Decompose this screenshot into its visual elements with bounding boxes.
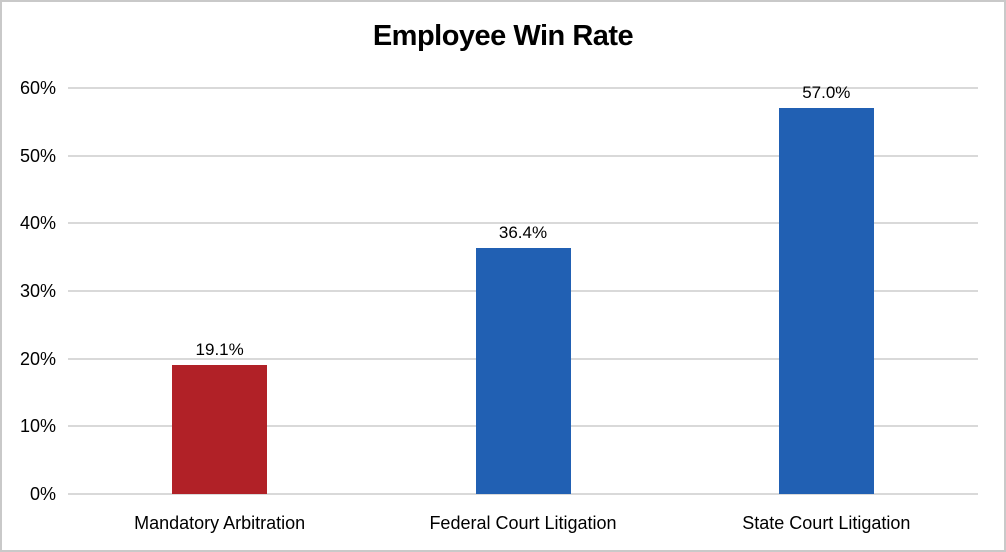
bar-state-court-litigation (778, 108, 874, 494)
y-tick-label: 20% (19, 348, 56, 369)
bar-mandatory-arbitration (172, 364, 268, 494)
gridline (68, 493, 978, 495)
x-category-label: Mandatory Arbitration (134, 513, 306, 533)
bar-value-label: 19.1% (195, 339, 244, 359)
chart-title: Employee Win Rate (372, 20, 634, 52)
plot-area: 19.1% 36.4% 57.0% (68, 83, 978, 495)
y-tick-label: 30% (19, 281, 56, 301)
y-tick-label: 40% (19, 213, 56, 234)
y-tick-label: 60% (19, 78, 56, 98)
y-tick-label: 0% (29, 484, 56, 504)
y-axis-labels: 0% 10% 20% 30% 40% 50% 60% (2, 78, 56, 504)
x-category-label: Federal Court Litigation (429, 513, 617, 533)
bar-federal-court-litigation (475, 247, 571, 494)
gridline (68, 222, 978, 225)
gridline (68, 87, 978, 89)
bar-value-label: 36.4% (498, 222, 548, 242)
gridline (68, 154, 978, 157)
x-axis-labels: Mandatory Arbitration Federal Court Litig… (68, 513, 978, 539)
y-tick-label: 50% (19, 145, 56, 166)
x-category-label: State Court Litigation (742, 513, 911, 533)
bar-value-label: 57.0% (802, 83, 851, 103)
y-tick-label: 10% (19, 416, 56, 437)
